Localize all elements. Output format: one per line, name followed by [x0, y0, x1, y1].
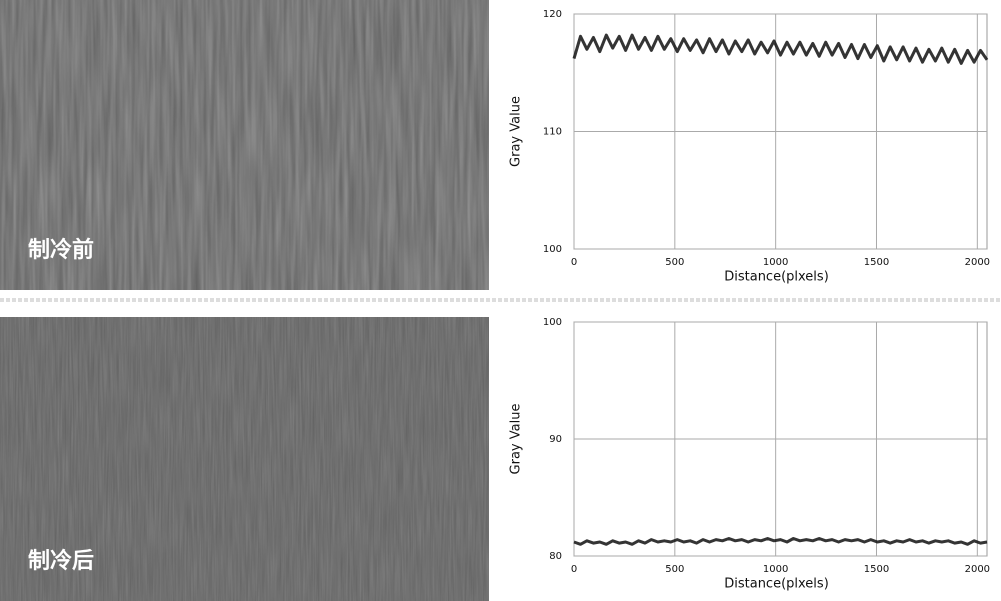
x-axis-label: Distance(plxels) — [724, 577, 829, 592]
image-texture — [0, 0, 489, 290]
x-tick-label: 1500 — [864, 564, 889, 575]
y-axis-label: Gray Value — [509, 96, 524, 167]
x-tick-label: 1500 — [864, 257, 889, 268]
data-line — [573, 537, 988, 546]
x-tick-label: 1000 — [763, 564, 788, 575]
y-tick-label: 80 — [549, 551, 562, 562]
x-tick-label: 500 — [665, 257, 684, 268]
x-tick-label: 0 — [571, 257, 577, 268]
x-axis-label: Distance(plxels) — [724, 270, 829, 285]
x-tick-label: 0 — [571, 564, 577, 575]
x-tick-label: 2000 — [965, 564, 990, 575]
x-tick-label: 1000 — [763, 257, 788, 268]
y-tick-label: 90 — [549, 434, 562, 445]
data-line — [572, 33, 989, 65]
image-label: 制冷前 — [28, 237, 94, 263]
y-tick-label: 100 — [543, 317, 562, 328]
image-label: 制冷后 — [28, 548, 94, 574]
y-axis-label: Gray Value — [509, 404, 524, 475]
image-texture — [0, 317, 489, 601]
x-tick-label: 2000 — [965, 257, 990, 268]
y-tick-label: 110 — [543, 127, 562, 138]
x-tick-label: 500 — [665, 564, 684, 575]
y-tick-label: 120 — [543, 9, 562, 20]
y-tick-label: 100 — [543, 244, 562, 255]
